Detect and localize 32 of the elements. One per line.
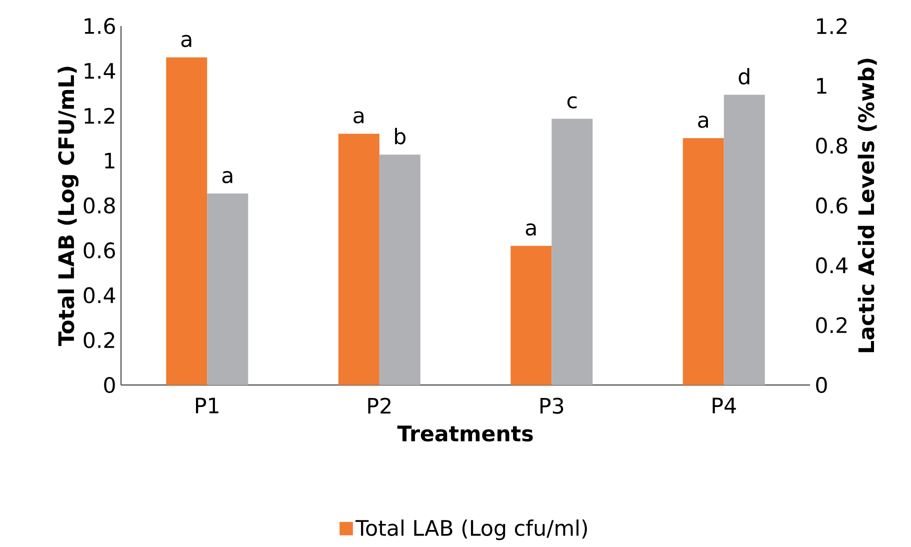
y-tick-label: 0.8 bbox=[84, 197, 115, 214]
y2-tick-label: 0.4 bbox=[816, 257, 848, 274]
x-tick-label: P2 bbox=[368, 398, 390, 414]
y-tick-label: 1.2 bbox=[84, 108, 114, 124]
data-label: a bbox=[222, 171, 232, 184]
data-label: a bbox=[354, 111, 364, 124]
data-label: a bbox=[181, 34, 192, 48]
y-tick-label: 0.4 bbox=[84, 287, 116, 304]
data-label: a bbox=[526, 223, 536, 236]
data-label: b bbox=[395, 128, 406, 144]
y-tick-label: 1.6 bbox=[84, 18, 115, 34]
x-tick-label: P4 bbox=[712, 398, 736, 414]
y2-tick-label: 0.8 bbox=[816, 138, 848, 154]
y-axis-title: Total LAB (Log CFU/mL) bbox=[58, 66, 79, 346]
y2-tick-label: 0.2 bbox=[816, 317, 847, 334]
data-label: d bbox=[738, 68, 750, 85]
legend-label: Total LAB (Log cfu/ml) bbox=[356, 519, 587, 540]
x-axis-title: Treatments bbox=[397, 426, 533, 442]
y2-tick-label: 1 bbox=[817, 78, 826, 94]
y-tick-label: 1 bbox=[105, 152, 114, 168]
y2-axis-title: Lactic Acid Levels (%wb) bbox=[858, 58, 877, 352]
x-tick-label: P1 bbox=[196, 398, 218, 414]
data-label: c bbox=[567, 96, 577, 108]
y2-tick-label: 1.2 bbox=[817, 18, 847, 34]
y-tick-label: 0.6 bbox=[84, 242, 115, 258]
data-label: a bbox=[698, 116, 708, 128]
y-tick-label: 0.2 bbox=[84, 332, 114, 348]
x-tick-label: P3 bbox=[540, 398, 564, 414]
y-tick-label: 1.4 bbox=[84, 63, 116, 79]
y2-tick-label: 0 bbox=[816, 376, 827, 394]
y2-tick-label: 0.6 bbox=[816, 197, 848, 214]
y-tick-label: 0 bbox=[104, 376, 115, 394]
